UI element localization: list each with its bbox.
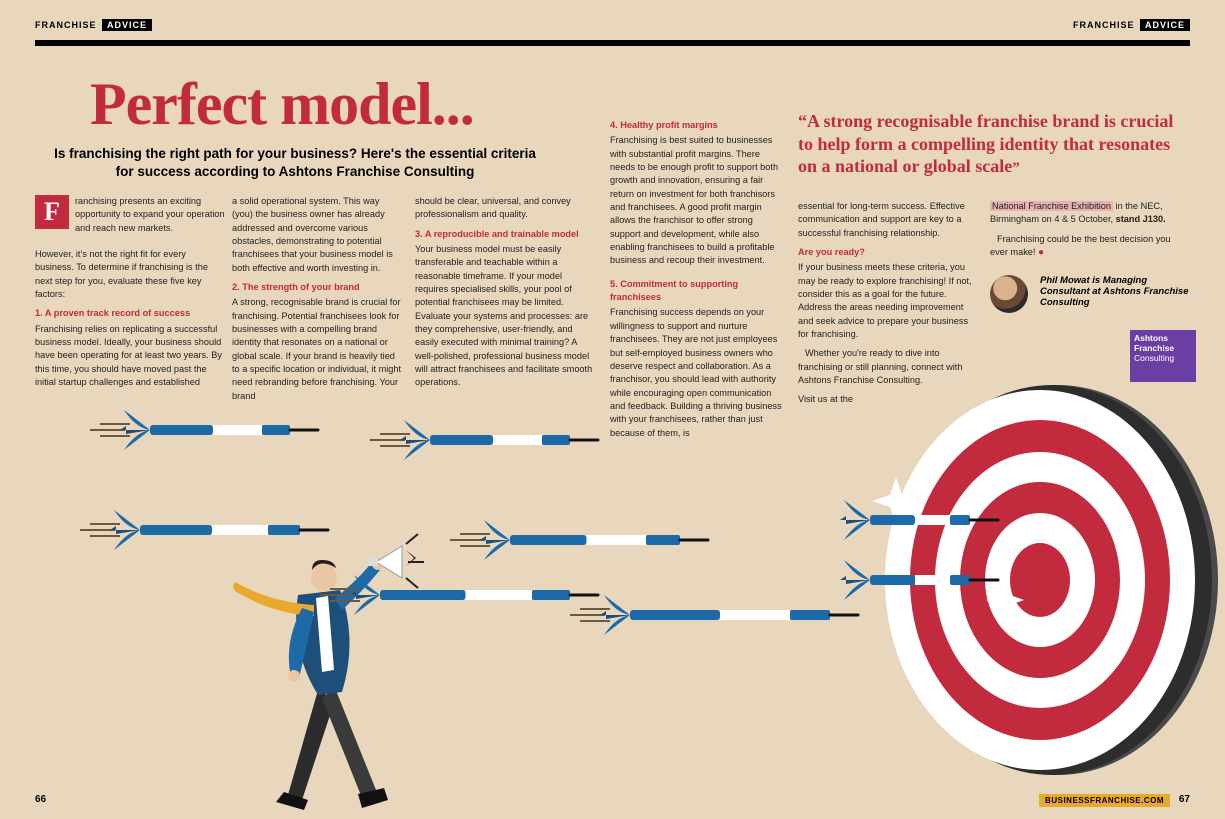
subhead-6: Are you ready? — [798, 246, 974, 259]
para-4: Franchising is best suited to businesses… — [610, 134, 786, 267]
event-stand: stand J130. — [1116, 214, 1166, 224]
site-url-badge: BUSINESSFRANCHISE.COM — [1039, 794, 1170, 807]
author-block: Phil Mowat is Managing Consultant at Ash… — [990, 275, 1190, 313]
subhead-3: 3. A reproducible and trainable model — [415, 228, 593, 241]
magazine-spread: FRANCHISE ADVICE FRANCHISE ADVICE Perfec… — [0, 0, 1225, 819]
para-6b: Whether you're ready to dive into franch… — [798, 347, 974, 387]
section-label-left: FRANCHISE ADVICE — [35, 20, 152, 30]
body-col-2: a solid operational system. This way (yo… — [232, 195, 402, 409]
body-col-6: National Franchise Exhibition in the NEC… — [990, 200, 1188, 267]
intro-line: ranchising presents an exciting opportun… — [75, 195, 225, 235]
subhead-5: 5. Commitment to supporting franchisees — [610, 278, 786, 305]
standfirst: Is franchising the right path for your b… — [45, 145, 545, 181]
body-col-3: should be clear, universal, and convey p… — [415, 195, 593, 396]
para-3: Your business model must be easily trans… — [415, 243, 593, 390]
para-1: Franchising relies on replicating a succ… — [35, 323, 225, 390]
pull-quote-close: ” — [1012, 160, 1020, 176]
pull-quote: “A strong recognisable franchise brand i… — [798, 110, 1190, 178]
headline: Perfect model... — [90, 70, 474, 139]
body-col-1b: However, it's not the right fit for ever… — [35, 248, 225, 395]
para-6c: Visit us at the — [798, 393, 974, 406]
body-col-4: 4. Healthy profit margins Franchising is… — [610, 113, 786, 446]
subhead-1: 1. A proven track record of success — [35, 307, 225, 320]
intro-rest: However, it's not the right fit for ever… — [35, 248, 225, 301]
col3-cont: should be clear, universal, and convey p… — [415, 195, 593, 222]
event-highlight: National Franchise Exhibition — [990, 201, 1113, 211]
logo-line3: Consulting — [1134, 354, 1192, 364]
para-6a: If your business meets these criteria, y… — [798, 261, 974, 341]
subhead-2: 2. The strength of your brand — [232, 281, 402, 294]
closer-text: Franchising could be the best decision y… — [990, 234, 1171, 257]
col2-cont: a solid operational system. This way (yo… — [232, 195, 402, 275]
ashtons-logo: Ashtons Franchise Consulting — [1130, 330, 1196, 382]
pull-quote-text: “A strong recognisable franchise brand i… — [798, 111, 1173, 176]
col5-cont: essential for long-term success. Effecti… — [798, 200, 974, 240]
top-divider — [35, 40, 1190, 46]
body-col-5: essential for long-term success. Effecti… — [798, 200, 974, 413]
section-label-right: FRANCHISE ADVICE — [1073, 20, 1190, 30]
para-2: A strong, recognisable brand is crucial … — [232, 296, 402, 403]
page-number-right: 67 — [1179, 794, 1190, 805]
event-line: National Franchise Exhibition in the NEC… — [990, 200, 1188, 227]
drop-cap: F — [35, 195, 69, 229]
section-plain: FRANCHISE — [1073, 20, 1135, 30]
closer: Franchising could be the best decision y… — [990, 233, 1188, 261]
page-number-left: 66 — [35, 794, 46, 805]
subhead-4: 4. Healthy profit margins — [610, 119, 786, 132]
author-caption: Phil Mowat is Managing Consultant at Ash… — [1040, 275, 1190, 308]
body-col-1a: ranchising presents an exciting opportun… — [75, 195, 225, 241]
section-plain: FRANCHISE — [35, 20, 97, 30]
end-bullet-icon: ● — [1038, 247, 1044, 258]
author-headshot — [990, 275, 1028, 313]
section-boxed: ADVICE — [102, 19, 152, 31]
para-5: Franchising success depends on your will… — [610, 306, 786, 439]
section-boxed: ADVICE — [1140, 19, 1190, 31]
